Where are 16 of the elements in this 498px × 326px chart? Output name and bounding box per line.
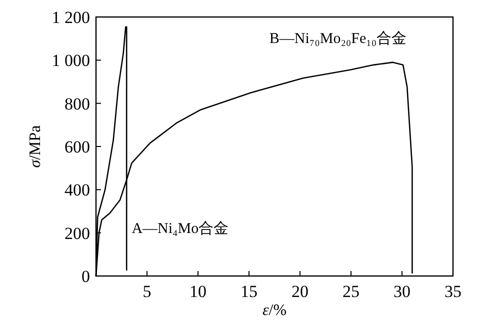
y-tick-label: 1 000 [52, 51, 90, 70]
x-tick-label: 5 [142, 282, 152, 301]
y-tick-label: 400 [64, 180, 90, 200]
y-tick-label: 1 200 [52, 8, 90, 27]
x-tick-label: 35 [444, 282, 462, 301]
x-tick-label: 15 [240, 282, 258, 301]
y-tick-label: 0 [82, 267, 90, 286]
x-tick-label: 10 [190, 282, 206, 301]
x-axis-title: ε/% [262, 302, 287, 319]
x-tick-label: 30 [394, 282, 410, 301]
y-tick-label: 200 [64, 224, 90, 243]
y-axis-title: σ/MPa [27, 125, 44, 168]
x-tick-label: 25 [342, 282, 360, 301]
y-tick-label: 600 [64, 138, 90, 156]
x-tick-label: 20 [292, 282, 308, 301]
y-tick-label: 800 [64, 94, 90, 114]
